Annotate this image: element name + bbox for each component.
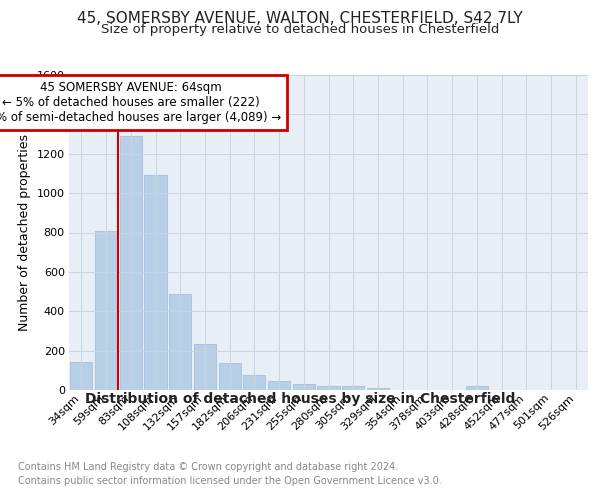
Text: Distribution of detached houses by size in Chesterfield: Distribution of detached houses by size … <box>85 392 515 406</box>
Bar <box>95 230 117 390</box>
Bar <box>293 384 315 390</box>
Text: 45, SOMERSBY AVENUE, WALTON, CHESTERFIELD, S42 7LY: 45, SOMERSBY AVENUE, WALTON, CHESTERFIEL… <box>77 11 523 26</box>
Text: 45 SOMERSBY AVENUE: 64sqm
← 5% of detached houses are smaller (222)
94% of semi-: 45 SOMERSBY AVENUE: 64sqm ← 5% of detach… <box>0 81 281 124</box>
Bar <box>145 176 167 390</box>
Text: Size of property relative to detached houses in Chesterfield: Size of property relative to detached ho… <box>101 23 499 36</box>
Y-axis label: Number of detached properties: Number of detached properties <box>18 134 31 331</box>
Bar <box>119 136 142 390</box>
Text: Contains HM Land Registry data © Crown copyright and database right 2024.: Contains HM Land Registry data © Crown c… <box>18 462 398 472</box>
Bar <box>317 386 340 390</box>
Bar <box>169 294 191 390</box>
Bar <box>218 364 241 390</box>
Bar <box>243 375 265 390</box>
Bar <box>268 381 290 390</box>
Bar <box>367 388 389 390</box>
Text: Contains public sector information licensed under the Open Government Licence v3: Contains public sector information licen… <box>18 476 442 486</box>
Bar <box>70 362 92 390</box>
Bar <box>194 344 216 390</box>
Bar <box>342 386 364 390</box>
Bar <box>466 386 488 390</box>
